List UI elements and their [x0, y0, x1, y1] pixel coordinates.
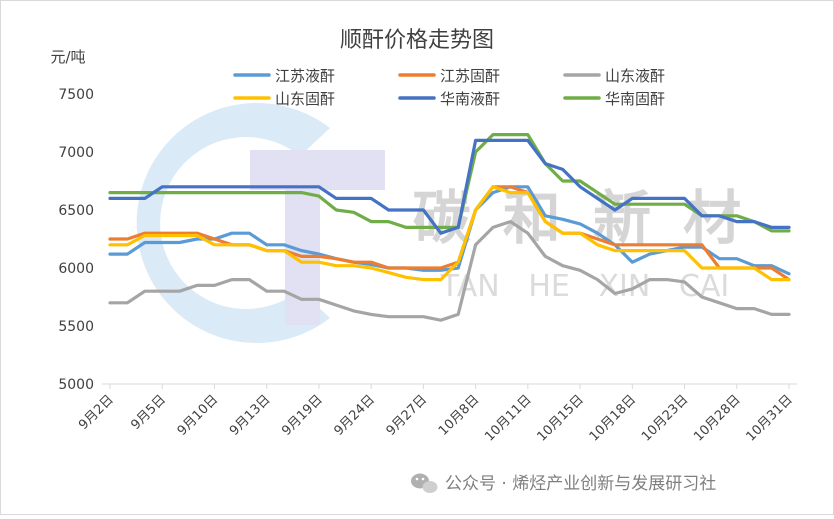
series-line-5	[108, 138, 791, 235]
y-axis: 5000 5500 6000 6500 7000 7500	[58, 87, 94, 393]
legend-label: 山东液酐	[605, 67, 665, 85]
watermark-cn: 碳 和 新 材	[413, 184, 748, 252]
watermark-logo	[136, 103, 385, 343]
series-line-4	[108, 185, 791, 282]
watermark-en: TAN HE XIN CAI	[440, 269, 729, 304]
series-line-6	[108, 133, 791, 233]
y-tick-label: 7000	[58, 145, 94, 161]
wechat-icon	[411, 473, 438, 493]
y-tick-label: 5500	[58, 319, 94, 335]
series-line-3	[108, 220, 791, 322]
legend-label: 山东固酐	[275, 90, 335, 108]
series-line-2	[108, 185, 791, 282]
footer-source: 公众号 · 烯烃产业创新与发展研习社	[445, 474, 716, 494]
footer: 公众号 · 烯烃产业创新与发展研习社	[411, 473, 716, 494]
legend-label: 华南液酐	[440, 90, 500, 108]
legend-label: 江苏固酐	[440, 67, 500, 85]
chart-title: 顺酐价格走势图	[340, 28, 494, 53]
y-tick-label: 7500	[58, 87, 94, 103]
y-tick-label: 6500	[58, 203, 94, 219]
plot-series	[108, 133, 791, 322]
legend-label: 华南固酐	[605, 90, 665, 108]
legend-label: 江苏液酐	[275, 67, 335, 85]
y-tick-label: 5000	[58, 377, 94, 393]
y-tick-label: 6000	[58, 261, 94, 277]
y-axis-label: 元/吨	[50, 48, 85, 66]
